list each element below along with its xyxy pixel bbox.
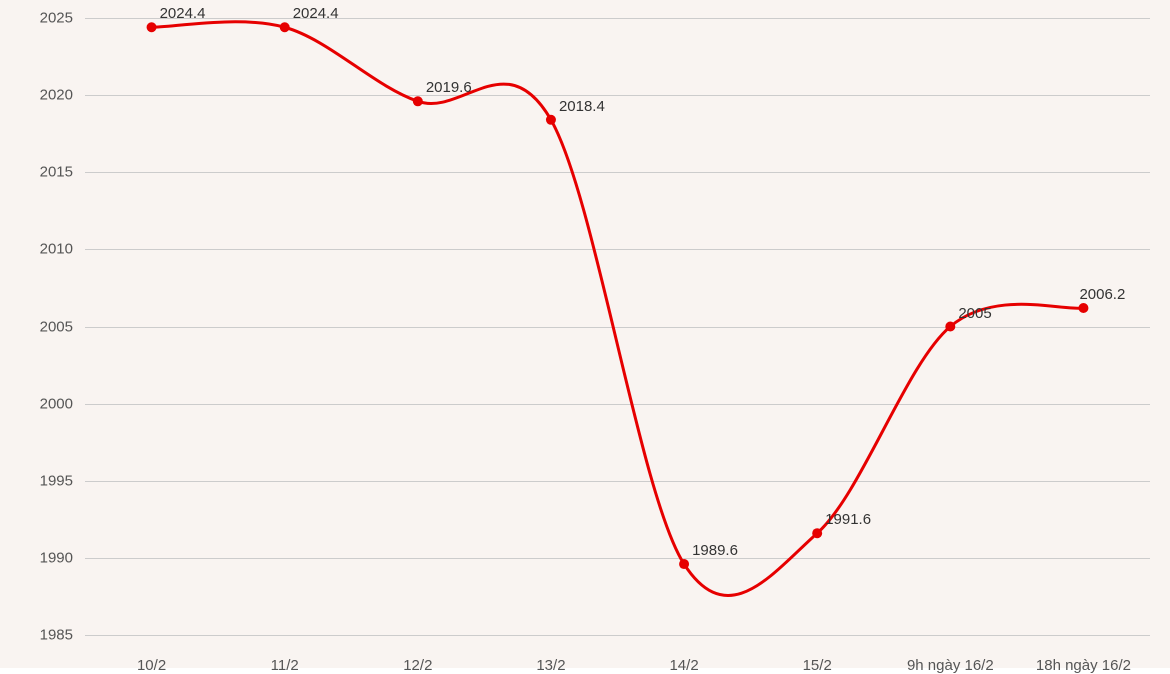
data-point [945,322,955,332]
series-line [152,22,1084,596]
x-tick-label: 10/2 [137,657,166,674]
data-point-label: 2006.2 [1079,286,1125,303]
data-point-label: 1989.6 [692,542,738,559]
x-tick-label: 15/2 [803,657,832,674]
data-point [546,115,556,125]
data-point-label: 1991.6 [825,511,871,528]
x-tick-label: 18h ngày 16/2 [1036,657,1131,674]
x-tick-label: 12/2 [403,657,432,674]
data-point-label: 2005 [958,305,991,322]
data-point [812,528,822,538]
x-tick-label: 9h ngày 16/2 [907,657,994,674]
x-tick-label: 11/2 [271,657,299,674]
data-point-label: 2024.4 [293,5,339,22]
data-point-label: 2024.4 [160,5,206,22]
data-point-label: 2019.6 [426,79,472,96]
data-point [280,22,290,32]
data-point [1078,303,1088,313]
data-point [413,96,423,106]
x-tick-label: 13/2 [536,657,565,674]
data-point [679,559,689,569]
x-tick-label: 14/2 [669,657,698,674]
data-point [147,22,157,32]
line-chart: 198519901995200020052010201520202025 10/… [0,0,1170,668]
data-point-label: 2018.4 [559,98,605,115]
